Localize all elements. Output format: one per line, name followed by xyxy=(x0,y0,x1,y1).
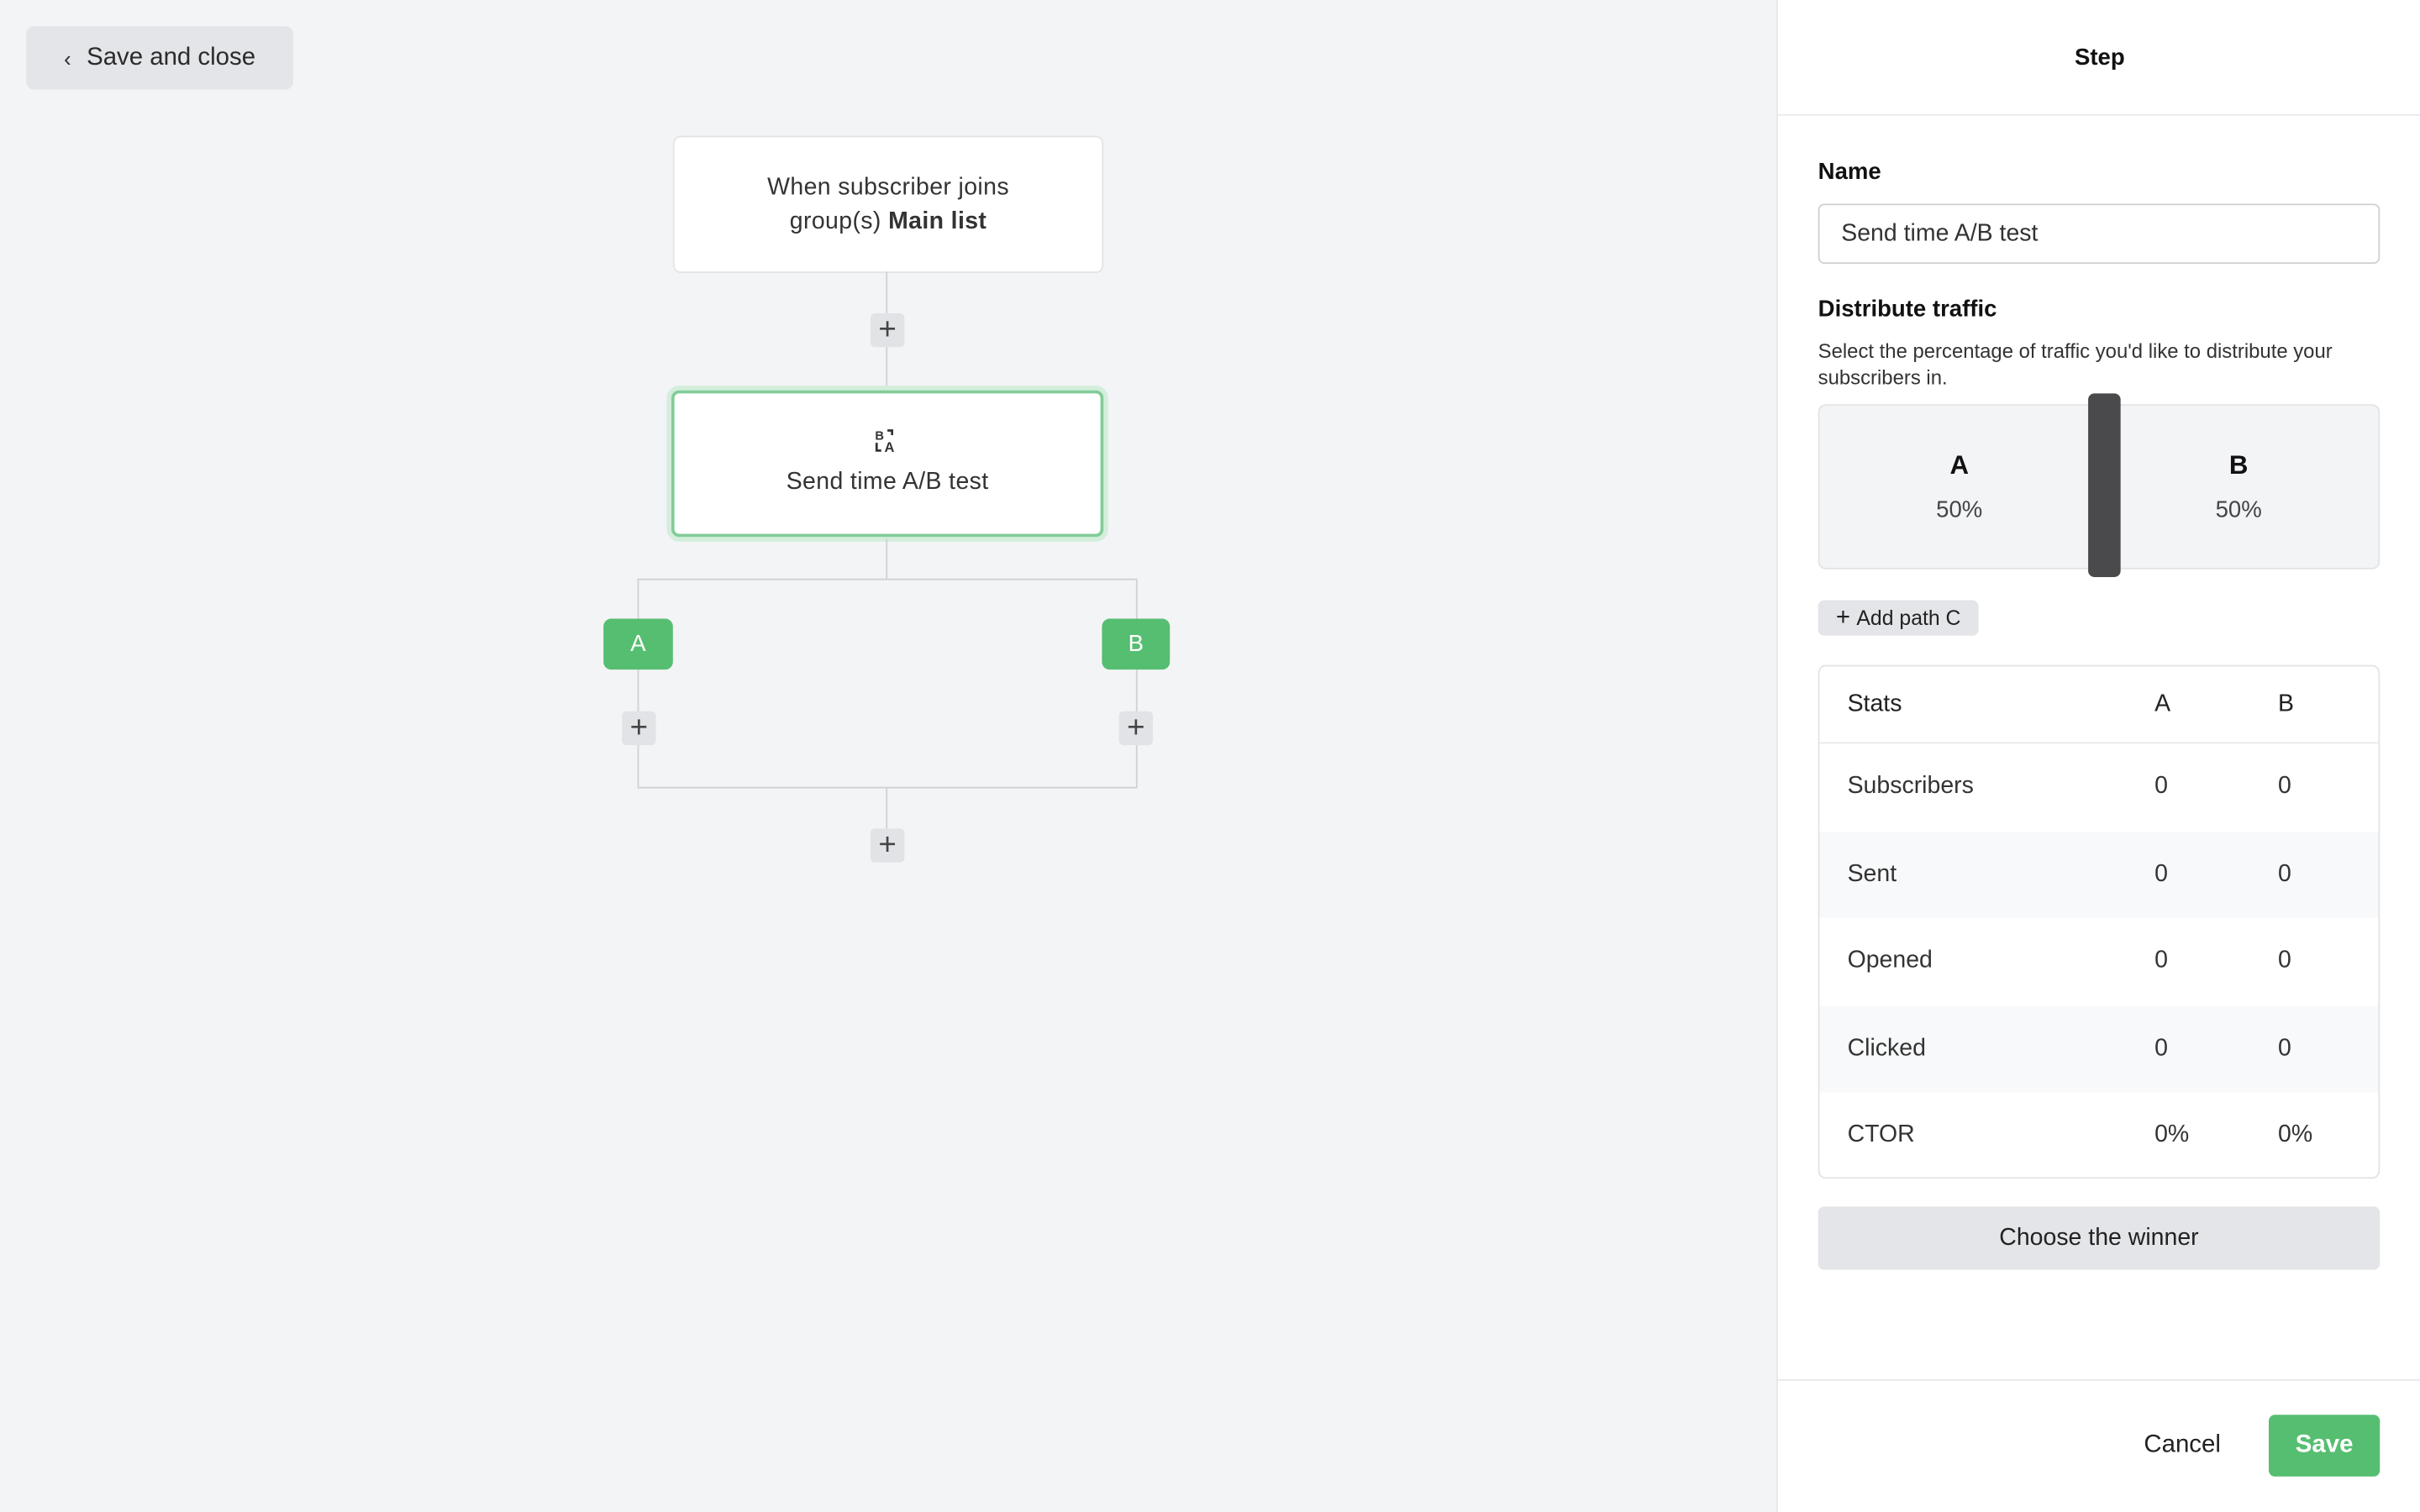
stats-row: Clicked 0 0 xyxy=(1819,1005,2379,1093)
split-slider-handle[interactable] xyxy=(2088,393,2121,577)
connector xyxy=(637,578,1136,580)
connector xyxy=(886,786,888,831)
stats-value: 0 xyxy=(2278,1034,2291,1062)
stats-row: Subscribers 0 0 xyxy=(1820,743,2379,831)
branch-a-badge[interactable]: A xyxy=(603,618,673,670)
add-path-label: Add path C xyxy=(1856,606,1961,630)
footer-divider xyxy=(1777,1379,2420,1381)
ab-test-icon: BA xyxy=(875,428,894,453)
step-title: Send time A/B test xyxy=(786,468,989,495)
cancel-button[interactable]: Cancel xyxy=(2144,1431,2221,1458)
stats-value: 0 xyxy=(2278,860,2291,887)
trigger-card[interactable]: When subscriber joins group(s) Main list xyxy=(672,135,1104,274)
stats-value: 0 xyxy=(2278,773,2291,800)
distribute-traffic-label: Distribute traffic xyxy=(1818,296,1997,323)
svg-text:A: A xyxy=(884,438,894,453)
stats-header: Stats xyxy=(1847,690,1902,717)
stats-value: 0% xyxy=(2278,1121,2313,1148)
stats-value: 0 xyxy=(2278,948,2291,974)
stats-value: 0% xyxy=(2154,1121,2190,1148)
connector xyxy=(637,578,639,787)
stats-value: 0 xyxy=(2154,1034,2168,1062)
split-b: B 50% xyxy=(2099,406,2378,568)
stats-value: 0 xyxy=(2154,773,2168,800)
stats-metric: Opened xyxy=(1847,948,1933,974)
split-a: A 50% xyxy=(1820,406,2099,568)
split-a-percent: 50% xyxy=(1936,496,1983,523)
trigger-group: Main list xyxy=(888,207,987,234)
branch-b-badge[interactable]: B xyxy=(1102,618,1171,670)
svg-text:B: B xyxy=(875,429,884,443)
split-a-label: A xyxy=(1949,450,1970,480)
choose-winner-button[interactable]: Choose the winner xyxy=(1818,1206,2381,1270)
step-panel: Step Name Send time A/B test Distribute … xyxy=(1776,0,2420,1512)
stats-value: 0 xyxy=(2154,860,2168,887)
add-step-button[interactable]: + xyxy=(870,312,905,348)
add-step-branch-a-button[interactable]: + xyxy=(622,711,656,746)
add-step-after-button[interactable]: + xyxy=(870,828,905,863)
stats-metric: Subscribers xyxy=(1847,773,1974,800)
save-button[interactable]: Save xyxy=(2269,1415,2381,1477)
stats-header-a: A xyxy=(2154,690,2171,717)
panel-title: Step xyxy=(2075,44,2125,71)
name-input[interactable]: Send time A/B test xyxy=(1818,203,2381,265)
stats-row: CTOR 0% 0% xyxy=(1820,1092,2379,1177)
stats-metric: CTOR xyxy=(1847,1121,1915,1148)
add-step-branch-b-button[interactable]: + xyxy=(1118,711,1154,746)
plus-icon: + xyxy=(1835,604,1851,631)
stats-header-row: Stats A B xyxy=(1819,666,2379,744)
name-label: Name xyxy=(1818,159,1881,186)
add-path-c-button[interactable]: + Add path C xyxy=(1818,600,1979,636)
stats-row: Opened 0 0 xyxy=(1820,918,2379,1005)
stats-row: Sent 0 0 xyxy=(1819,831,2379,918)
chevron-left-icon: ‹ xyxy=(64,45,71,71)
trigger-description: When subscriber joins group(s) xyxy=(767,173,1009,234)
save-and-close-label: Save and close xyxy=(87,44,256,71)
stats-header-b: B xyxy=(2278,690,2295,717)
trigger-text: When subscriber joins group(s) Main list xyxy=(742,171,1035,239)
panel-header: Step xyxy=(1777,0,2420,116)
stats-value: 0 xyxy=(2154,948,2168,974)
stats-metric: Sent xyxy=(1847,860,1897,887)
stats-metric: Clicked xyxy=(1847,1034,1926,1062)
connector xyxy=(1135,578,1138,787)
distribute-traffic-description: Select the percentage of traffic you'd l… xyxy=(1818,339,2333,389)
connector xyxy=(886,538,888,579)
save-and-close-button[interactable]: ‹ Save and close xyxy=(26,26,293,90)
split-b-label: B xyxy=(2228,450,2249,480)
stats-table: Stats A B Subscribers 0 0 Sent 0 0 Opened 0 0 Cli… xyxy=(1818,664,2381,1179)
split-b-percent: 50% xyxy=(2215,496,2262,523)
